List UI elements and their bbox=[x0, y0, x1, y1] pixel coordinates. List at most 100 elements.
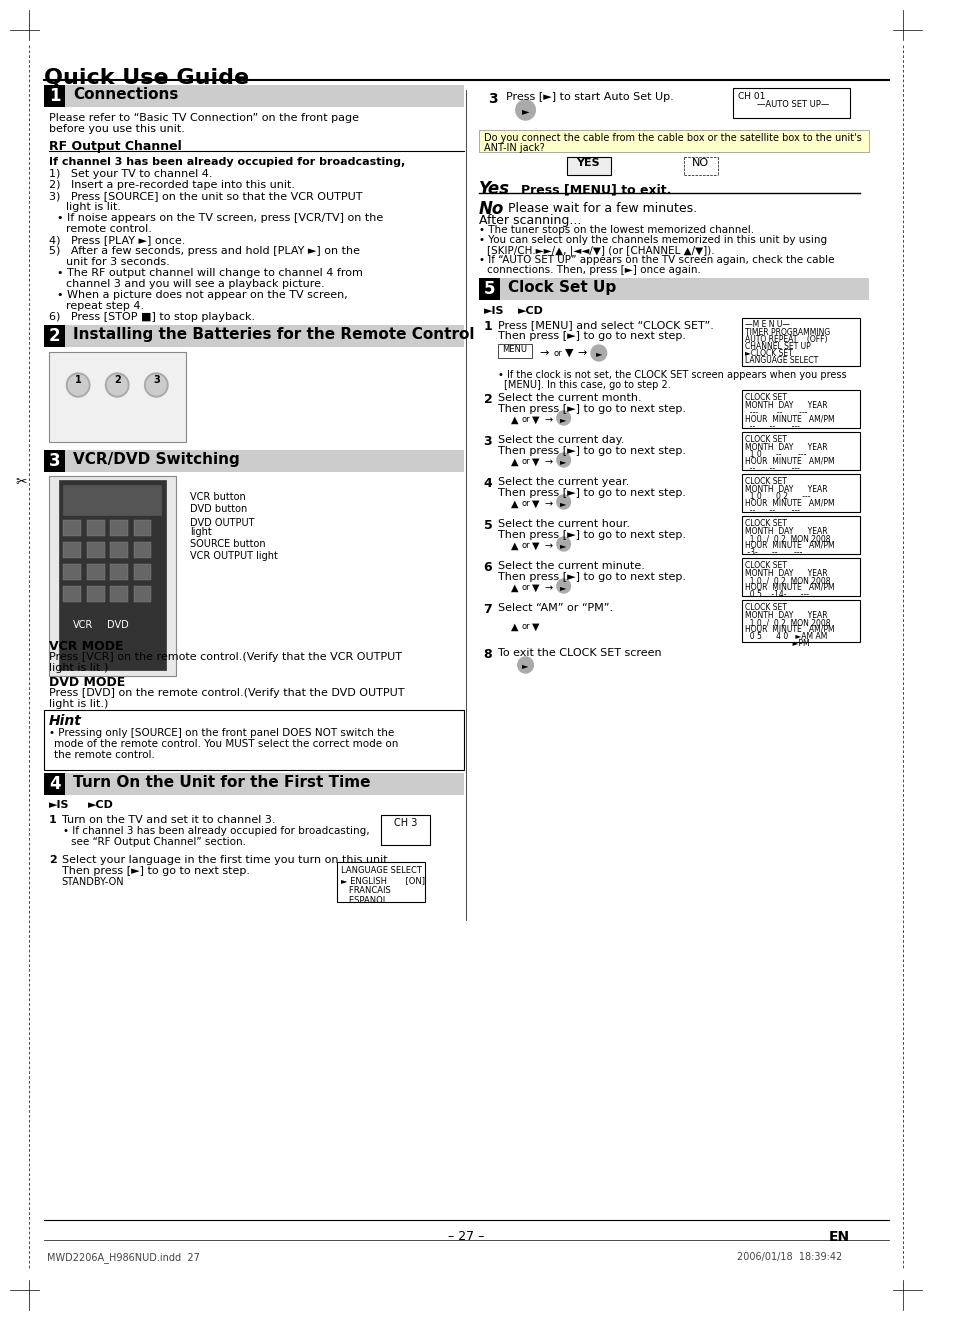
Text: 5)   After a few seconds, press and hold [PLAY ►] on the: 5) After a few seconds, press and hold [… bbox=[49, 246, 359, 256]
Text: 1 0      --       ---: 1 0 -- --- bbox=[744, 449, 806, 459]
Text: ►IS: ►IS bbox=[49, 800, 70, 811]
Text: or: or bbox=[521, 457, 530, 467]
Bar bbox=[111, 542, 128, 558]
Circle shape bbox=[145, 373, 168, 397]
Text: or: or bbox=[521, 500, 530, 507]
Text: Select the current year.: Select the current year. bbox=[497, 477, 629, 486]
Text: 4: 4 bbox=[483, 477, 492, 490]
Text: ►: ► bbox=[559, 540, 566, 550]
Text: 0 5    -14-      ---: 0 5 -14- --- bbox=[744, 590, 808, 598]
Text: 1: 1 bbox=[74, 376, 81, 385]
Text: 4)   Press [PLAY ►] once.: 4) Press [PLAY ►] once. bbox=[49, 235, 185, 245]
Bar bbox=[566, 157, 610, 175]
Text: CHANNEL SET UP: CHANNEL SET UP bbox=[744, 341, 810, 351]
Text: No: No bbox=[478, 200, 503, 217]
Text: CH 3: CH 3 bbox=[394, 818, 416, 828]
Text: ►IS: ►IS bbox=[483, 306, 503, 316]
Bar bbox=[478, 278, 499, 301]
Text: Clock Set Up: Clock Set Up bbox=[507, 279, 616, 295]
Text: • You can select only the channels memorized in this unit by using: • You can select only the channels memor… bbox=[478, 235, 826, 245]
Text: →: → bbox=[543, 540, 552, 551]
Text: Select “AM” or “PM”.: Select “AM” or “PM”. bbox=[497, 604, 613, 613]
Bar bbox=[44, 326, 463, 347]
Text: ---        --       ---: --- -- --- bbox=[744, 409, 807, 416]
Text: light is lit.: light is lit. bbox=[67, 202, 121, 212]
Text: Select the current hour.: Select the current hour. bbox=[497, 519, 630, 529]
Circle shape bbox=[108, 376, 127, 395]
Circle shape bbox=[106, 373, 129, 397]
Text: 5: 5 bbox=[483, 279, 495, 298]
Text: light: light bbox=[191, 527, 212, 536]
Text: ►: ► bbox=[522, 662, 528, 670]
Text: CLOCK SET: CLOCK SET bbox=[744, 393, 786, 402]
Text: LANGUAGE SELECT: LANGUAGE SELECT bbox=[340, 866, 421, 875]
Text: 3: 3 bbox=[483, 435, 492, 448]
Text: ▼: ▼ bbox=[532, 457, 539, 467]
Bar bbox=[133, 542, 152, 558]
Text: Then press [►] to go to next step.: Then press [►] to go to next step. bbox=[497, 530, 685, 540]
Text: →: → bbox=[543, 457, 552, 467]
Text: 2)   Insert a pre-recorded tape into this unit.: 2) Insert a pre-recorded tape into this … bbox=[49, 181, 294, 190]
Text: LANGUAGE SELECT: LANGUAGE SELECT bbox=[744, 356, 818, 365]
Bar bbox=[44, 449, 66, 472]
Bar bbox=[741, 318, 859, 366]
Bar bbox=[111, 521, 128, 536]
Circle shape bbox=[557, 536, 570, 551]
Text: Press [►] to start Auto Set Up.: Press [►] to start Auto Set Up. bbox=[505, 92, 673, 101]
Text: 1 0  /  0 2  MON 2008: 1 0 / 0 2 MON 2008 bbox=[744, 534, 830, 543]
Text: 0 5      4 0   ►AM AM: 0 5 4 0 ►AM AM bbox=[744, 633, 827, 641]
Text: HOUR  MINUTE   AM/PM: HOUR MINUTE AM/PM bbox=[744, 583, 834, 592]
Bar bbox=[741, 558, 859, 596]
Bar bbox=[44, 326, 66, 347]
Bar bbox=[87, 542, 105, 558]
Text: ►: ► bbox=[595, 349, 601, 358]
Text: or: or bbox=[554, 349, 562, 358]
Text: – 27 –: – 27 – bbox=[447, 1230, 484, 1243]
Bar bbox=[741, 517, 859, 554]
Text: Then press [►] to go to next step.: Then press [►] to go to next step. bbox=[497, 405, 685, 414]
Text: VCR button: VCR button bbox=[191, 492, 246, 502]
Text: ► ENGLISH       [ON]: ► ENGLISH [ON] bbox=[340, 876, 424, 884]
Text: DVD button: DVD button bbox=[191, 503, 248, 514]
Circle shape bbox=[557, 579, 570, 593]
Text: • The tuner stops on the lowest memorized channel.: • The tuner stops on the lowest memorize… bbox=[478, 225, 753, 235]
Bar bbox=[44, 449, 463, 472]
Text: ►: ► bbox=[559, 583, 566, 592]
Bar bbox=[87, 521, 105, 536]
Text: VCR: VCR bbox=[73, 619, 93, 630]
Text: 6: 6 bbox=[483, 561, 492, 575]
Text: ▼: ▼ bbox=[532, 622, 539, 633]
Text: Turn On the Unit for the First Time: Turn On the Unit for the First Time bbox=[73, 775, 371, 789]
Text: or: or bbox=[521, 583, 530, 592]
Text: unit for 3 seconds.: unit for 3 seconds. bbox=[67, 257, 170, 268]
Bar bbox=[64, 542, 81, 558]
Bar bbox=[111, 564, 128, 580]
Text: connections. Then, press [►] once again.: connections. Then, press [►] once again. bbox=[486, 265, 700, 275]
Text: repeat step 4.: repeat step 4. bbox=[67, 301, 145, 311]
Text: →: → bbox=[538, 348, 548, 358]
Bar bbox=[64, 521, 81, 536]
Text: →: → bbox=[543, 583, 552, 593]
Text: mode of the remote control. You MUST select the correct mode on: mode of the remote control. You MUST sel… bbox=[53, 739, 397, 749]
Bar bbox=[741, 390, 859, 428]
Text: 5: 5 bbox=[483, 519, 492, 532]
Bar bbox=[58, 480, 166, 670]
Text: ►PM: ►PM bbox=[744, 639, 809, 648]
Bar bbox=[44, 84, 66, 107]
Circle shape bbox=[557, 453, 570, 467]
Text: 8: 8 bbox=[483, 648, 492, 662]
Text: CLOCK SET: CLOCK SET bbox=[744, 477, 786, 486]
Text: 3: 3 bbox=[488, 92, 497, 105]
Bar bbox=[87, 587, 105, 602]
Text: →: → bbox=[577, 348, 586, 358]
Text: ▼: ▼ bbox=[532, 500, 539, 509]
Text: • When a picture does not appear on the TV screen,: • When a picture does not appear on the … bbox=[56, 290, 347, 301]
Text: ESPANOL: ESPANOL bbox=[340, 896, 387, 905]
Bar bbox=[336, 862, 424, 902]
Text: 3: 3 bbox=[152, 376, 159, 385]
Text: [MENU]. In this case, go to step 2.: [MENU]. In this case, go to step 2. bbox=[503, 380, 670, 390]
Text: FRANCAIS: FRANCAIS bbox=[340, 886, 391, 895]
Text: MONTH  DAY      YEAR: MONTH DAY YEAR bbox=[744, 527, 827, 536]
Text: Installing the Batteries for the Remote Control: Installing the Batteries for the Remote … bbox=[73, 327, 475, 341]
Text: Select the current month.: Select the current month. bbox=[497, 393, 641, 403]
